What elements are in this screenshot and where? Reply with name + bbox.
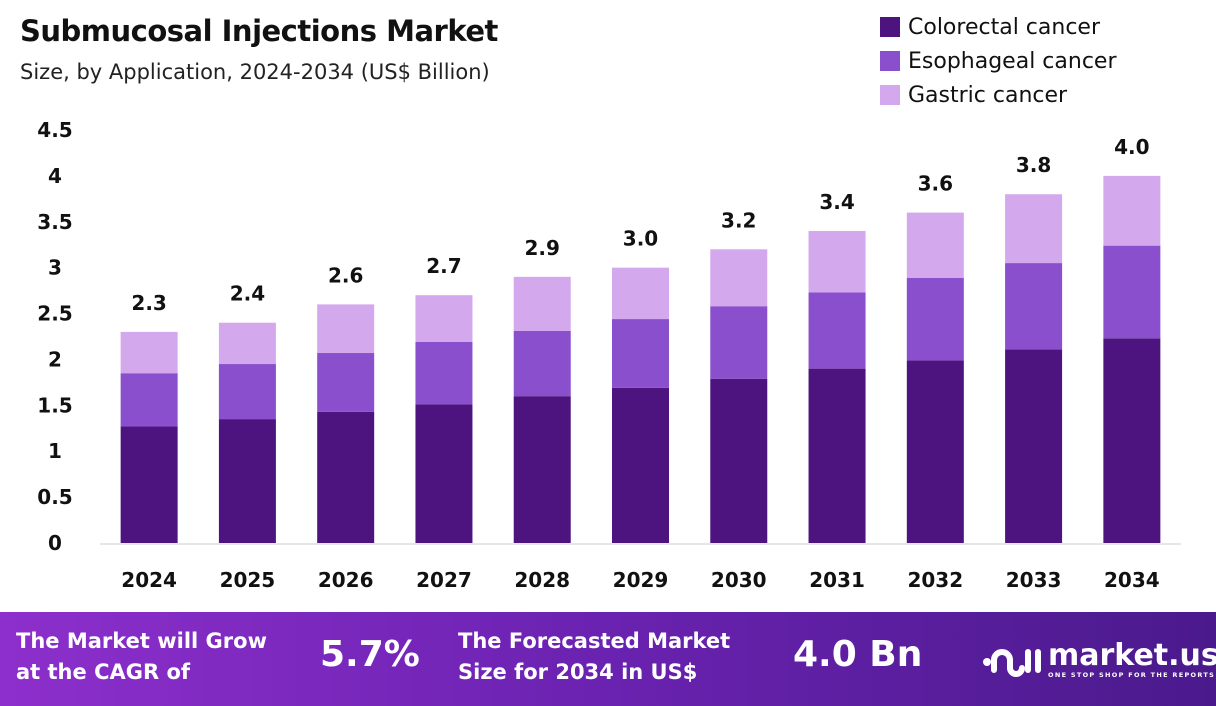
legend-label: Esophageal cancer xyxy=(908,48,1117,74)
bar-segment-esophageal-cancer xyxy=(906,277,964,361)
total-data-label: 2.4 xyxy=(230,282,265,306)
x-tick-label: 2024 xyxy=(121,568,177,592)
x-tick-label: 2034 xyxy=(1104,568,1160,592)
bar-segment-gastric-cancer xyxy=(906,212,964,278)
bar-segment-colorectal-cancer xyxy=(1103,338,1161,543)
total-data-label: 3.6 xyxy=(918,172,953,196)
chart-title: Submucosal Injections Market xyxy=(20,14,498,48)
logo-name: market.us xyxy=(1048,638,1216,673)
bar-segment-colorectal-cancer xyxy=(808,368,866,543)
cagr-value: 5.7% xyxy=(320,634,420,675)
bar-segment-esophageal-cancer xyxy=(1103,245,1161,339)
bar-segment-colorectal-cancer xyxy=(906,360,964,543)
y-tick-label: 3 xyxy=(48,256,62,280)
bar-segment-colorectal-cancer xyxy=(710,378,768,543)
bar-segment-esophageal-cancer xyxy=(808,292,866,369)
forecast-value: 4.0 Bn xyxy=(793,634,923,675)
cagr-label-line: The Market will Grow xyxy=(16,629,267,653)
total-data-label: 2.3 xyxy=(131,291,166,315)
bar-segment-colorectal-cancer xyxy=(612,387,669,543)
x-tick-label: 2028 xyxy=(514,568,570,592)
y-tick-label: 4 xyxy=(48,164,62,188)
total-data-label: 3.4 xyxy=(819,190,854,214)
total-data-label: 4.0 xyxy=(1114,135,1149,159)
y-tick-label: 1.5 xyxy=(37,393,72,417)
forecast-label-line: Size for 2034 in US$ xyxy=(458,660,698,684)
bar-segment-gastric-cancer xyxy=(612,267,669,320)
forecast-label-line: The Forecasted Market xyxy=(458,629,731,653)
total-data-label: 2.6 xyxy=(328,263,363,287)
bar-segment-gastric-cancer xyxy=(1005,194,1063,264)
y-tick-label: 0.5 xyxy=(37,485,72,509)
bar-segment-colorectal-cancer xyxy=(513,396,571,543)
bar-segment-gastric-cancer xyxy=(317,304,375,354)
bar-segment-esophageal-cancer xyxy=(1005,263,1063,350)
bar-segment-colorectal-cancer xyxy=(218,419,276,543)
total-data-label: 3.2 xyxy=(721,208,756,232)
legend-swatch xyxy=(880,51,900,71)
total-data-label: 2.7 xyxy=(426,254,461,278)
logo-tagline: ONE STOP SHOP FOR THE REPORTS xyxy=(1048,671,1216,679)
market-us-logo: market.us ONE STOP SHOP FOR THE REPORTS xyxy=(982,640,1216,680)
x-tick-label: 2030 xyxy=(711,568,767,592)
x-tick-label: 2033 xyxy=(1006,568,1062,592)
bar-segment-colorectal-cancer xyxy=(415,404,473,543)
bar-segment-gastric-cancer xyxy=(710,249,768,307)
bar-segment-colorectal-cancer xyxy=(120,426,178,543)
bar-segment-gastric-cancer xyxy=(513,276,571,331)
bar-segment-esophageal-cancer xyxy=(120,373,178,427)
x-tick-label: 2026 xyxy=(318,568,374,592)
bar-segment-esophageal-cancer xyxy=(415,342,473,405)
total-data-label: 3.0 xyxy=(623,227,658,251)
x-tick-label: 2027 xyxy=(416,568,472,592)
legend-item-esophageal: Esophageal cancer xyxy=(880,44,1117,78)
y-tick-label: 2.5 xyxy=(37,302,72,326)
bar-segment-esophageal-cancer xyxy=(218,364,276,420)
x-tick-label: 2031 xyxy=(809,568,865,592)
legend-swatch xyxy=(880,85,900,105)
bar-segment-gastric-cancer xyxy=(1103,175,1161,246)
bar-segment-gastric-cancer xyxy=(808,230,866,293)
cagr-label-line: at the CAGR of xyxy=(16,660,191,684)
bar-segment-gastric-cancer xyxy=(120,331,178,374)
legend-label: Gastric cancer xyxy=(908,82,1068,108)
bar-segment-colorectal-cancer xyxy=(1005,349,1063,543)
legend-swatch xyxy=(880,17,900,37)
legend-label: Colorectal cancer xyxy=(908,14,1100,40)
y-tick-label: 1 xyxy=(48,439,62,463)
legend: Colorectal cancer Esophageal cancer Gast… xyxy=(880,10,1117,112)
y-tick-label: 4.5 xyxy=(37,118,72,142)
bar-segment-esophageal-cancer xyxy=(317,353,375,412)
bar-chart: 0 0.5 1 1.5 2 2.5 3 3.5 4 4.5 2.3 2024 2.4 2025 2.6 202… xyxy=(37,118,1181,592)
total-data-label: 3.8 xyxy=(1016,153,1051,177)
y-tick-label: 3.5 xyxy=(37,210,72,234)
forecast-label: The Forecasted Market Size for 2034 in U… xyxy=(458,626,730,688)
x-tick-label: 2025 xyxy=(220,568,276,592)
bar-segment-esophageal-cancer xyxy=(612,319,669,388)
footer-banner: The Market will Grow at the CAGR of 5.7%… xyxy=(0,612,1216,706)
x-tick-label: 2029 xyxy=(613,568,669,592)
bar-segment-gastric-cancer xyxy=(415,295,473,343)
bar-segment-esophageal-cancer xyxy=(710,306,768,379)
chart-subtitle: Size, by Application, 2024-2034 (US$ Bil… xyxy=(20,60,490,84)
x-tick-label: 2032 xyxy=(907,568,963,592)
bar-segment-colorectal-cancer xyxy=(317,411,375,543)
bar-segment-esophageal-cancer xyxy=(513,330,571,397)
logo-icon xyxy=(983,649,1041,677)
total-data-label: 2.9 xyxy=(525,236,560,260)
bar-segment-gastric-cancer xyxy=(218,322,276,365)
y-tick-label: 0 xyxy=(48,531,62,555)
legend-item-colorectal: Colorectal cancer xyxy=(880,10,1117,44)
legend-item-gastric: Gastric cancer xyxy=(880,78,1117,112)
y-tick-label: 2 xyxy=(48,347,62,371)
cagr-label: The Market will Grow at the CAGR of xyxy=(16,626,267,688)
